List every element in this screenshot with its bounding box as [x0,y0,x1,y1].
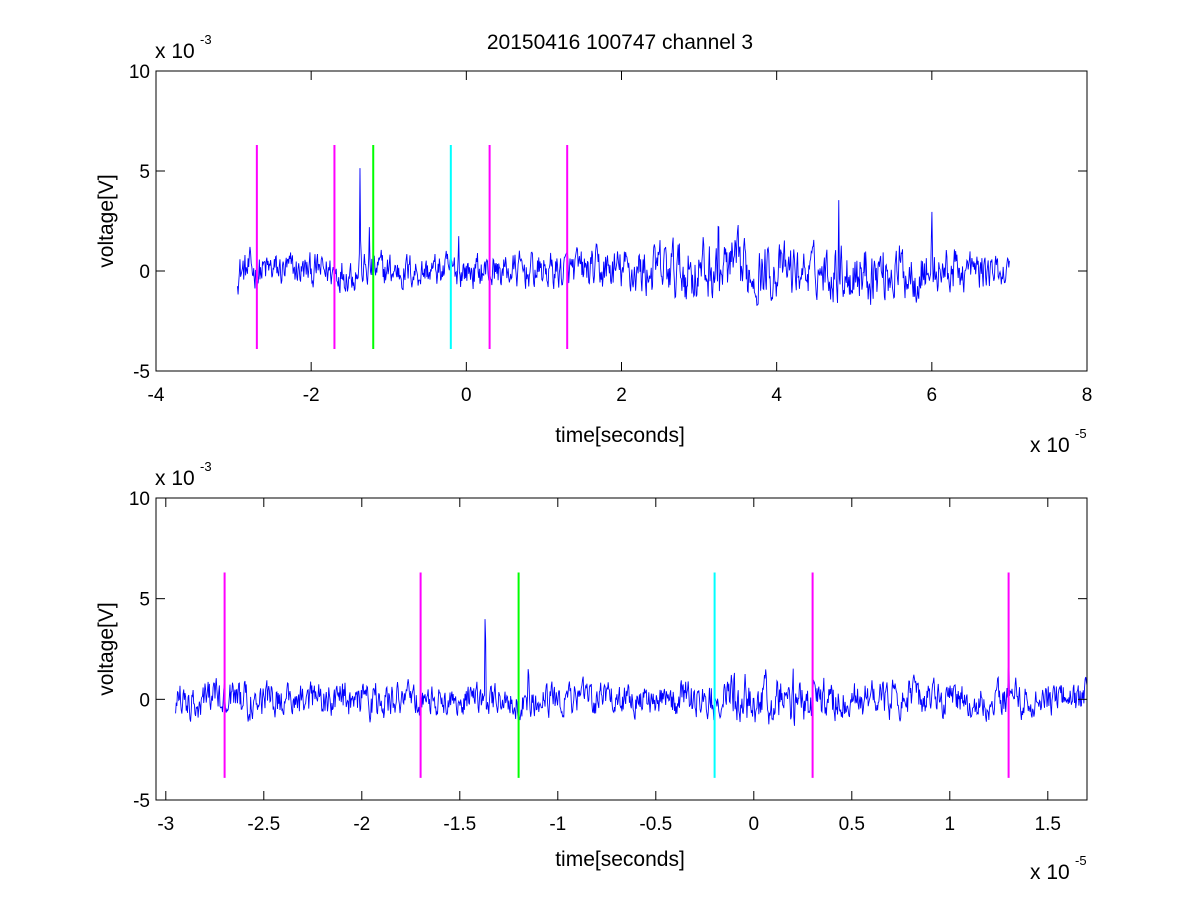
x-tick-label: -2 [303,385,320,406]
x-tick-label: 1 [945,814,956,835]
top-plot-marks [237,145,1010,349]
x-tick-label: 0.5 [839,814,865,835]
top-plot-ticks: -4 -2 0 2 4 6 8 -5 0 5 10 [129,62,1092,406]
bottom-plot-axes-box [155,497,1088,801]
x-tick-label: 1.5 [1035,814,1061,835]
top-x-multiplier: x 10 -5 [1030,426,1087,457]
x-tick-label: 6 [927,385,938,406]
bottom-plot-marks [175,572,1088,778]
signal-trace [175,619,1088,726]
top-x-multiplier-base: x 10 [1030,434,1070,457]
x-tick-label: -0.5 [639,814,672,835]
top-x-axis-label: time[seconds] [555,424,685,447]
y-tick-label: 0 [139,690,150,711]
bottom-x-multiplier: x 10 -5 [1030,853,1087,884]
x-tick-label: 4 [771,385,782,406]
y-tick-label: 5 [139,590,150,611]
top-plot-axes-box [155,70,1088,372]
top-y-axis-label: voltage[V] [95,174,118,267]
x-tick-label: -3 [157,814,174,835]
x-tick-label: -4 [148,385,165,406]
y-tick-label: 10 [129,62,150,83]
x-tick-label: 0 [749,814,760,835]
top-x-multiplier-exponent: -5 [1075,426,1087,441]
top-y-multiplier-base: x 10 [155,40,195,63]
top-plot: 20150416 100747 channel 3 -4 -2 0 2 4 6 8 -5 0 5 1… [95,31,1092,457]
y-tick-label: -5 [133,791,150,812]
top-y-multiplier: x 10 -3 [155,32,212,63]
bottom-plot-ticks: -3 -2.5 -2 -1.5 -1 -0.5 0 0.5 1 1.5 -5 0 5 10 [129,489,1087,835]
bottom-y-multiplier: x 10 -3 [155,459,212,490]
bottom-y-axis-label: voltage[V] [95,602,118,695]
y-tick-label: -5 [133,362,150,383]
bottom-x-multiplier-exponent: -5 [1075,853,1087,868]
x-tick-label: -2.5 [247,814,280,835]
x-tick-label: -1 [549,814,566,835]
x-tick-label: 2 [616,385,627,406]
x-tick-label: 8 [1082,385,1093,406]
bottom-y-multiplier-base: x 10 [155,467,195,490]
x-tick-label: -2 [353,814,370,835]
bottom-x-axis-label: time[seconds] [555,848,685,871]
signal-trace [237,168,1010,306]
x-tick-label: 0 [461,385,472,406]
chart-title: 20150416 100747 channel 3 [487,31,753,54]
y-tick-label: 5 [139,162,150,183]
bottom-x-multiplier-base: x 10 [1030,861,1070,884]
y-tick-label: 0 [139,262,150,283]
bottom-y-multiplier-exponent: -3 [200,459,212,474]
top-y-multiplier-exponent: -3 [200,32,212,47]
y-tick-label: 10 [129,489,150,510]
bottom-plot: -3 -2.5 -2 -1.5 -1 -0.5 0 0.5 1 1.5 -5 0 5 10 time[se… [95,459,1088,884]
x-tick-label: -1.5 [443,814,476,835]
